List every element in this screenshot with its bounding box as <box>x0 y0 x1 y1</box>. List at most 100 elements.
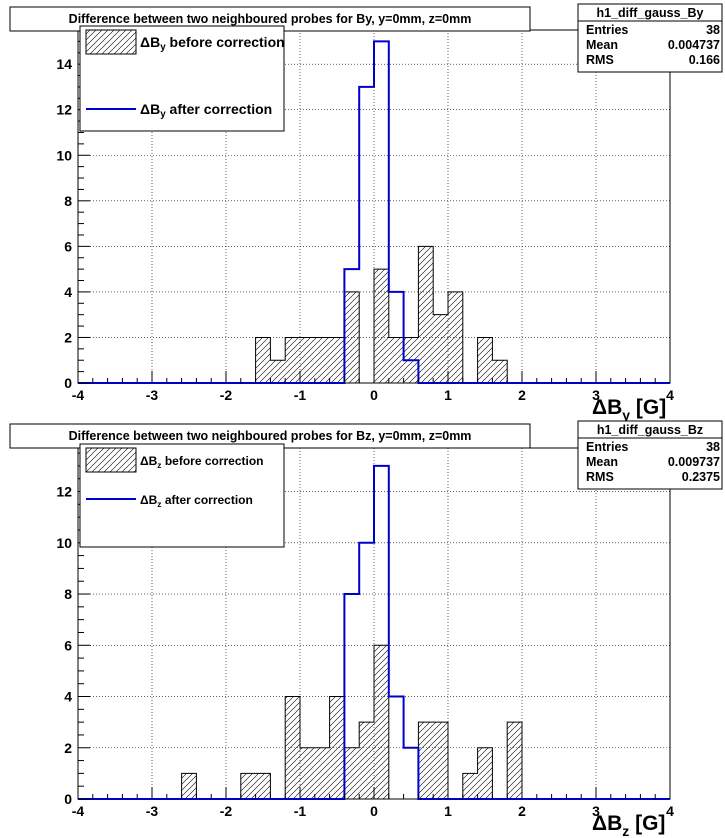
y-tick-label: 8 <box>64 193 72 209</box>
histogram-bar-before <box>285 337 300 383</box>
stats-value-entries: 38 <box>706 440 720 454</box>
x-tick-label: -2 <box>220 387 233 403</box>
stats-value-mean: 0.009737 <box>668 455 720 469</box>
stats-label-mean: Mean <box>586 455 618 469</box>
histogram-bar-before <box>300 747 315 799</box>
legend-entry-1: ΔBy before correction <box>140 34 285 53</box>
x-axis-label: ΔBy [G] <box>592 396 666 423</box>
legend-entry-2: ΔBz after correction <box>140 493 253 509</box>
legend-entry-2: ΔBy after correction <box>140 101 272 120</box>
x-tick-label: -4 <box>72 803 85 819</box>
histogram-bar-before <box>359 722 374 799</box>
legend-entry-sub: z <box>157 499 161 509</box>
axis-ticks <box>77 29 671 384</box>
legend-entry-post: after correction <box>161 493 252 507</box>
histogram-bar-before <box>329 696 345 799</box>
histogram-bar-before <box>344 291 360 383</box>
histogram-bar-before <box>492 360 508 383</box>
legend-entry-sub: y <box>160 109 166 120</box>
series-after-correction <box>78 464 670 800</box>
histogram-bar-before <box>374 269 389 383</box>
histogram-bar-before <box>433 314 448 383</box>
y-tick-label: 4 <box>64 689 72 705</box>
stats-label-rms: RMS <box>586 53 614 67</box>
stats-label-rms: RMS <box>586 470 614 484</box>
x-tick-label: 0 <box>370 803 378 819</box>
y-tick-label: 0 <box>64 375 72 391</box>
x-axis-label-main: ΔB <box>592 812 622 835</box>
x-tick-label: 1 <box>444 387 452 403</box>
x-axis-label: ΔBz [G] <box>592 812 665 838</box>
histogram-outline-before <box>78 245 670 384</box>
histogram-bar-before <box>388 337 404 383</box>
stats-box <box>577 3 723 73</box>
x-tick-label: -3 <box>146 803 159 819</box>
x-tick-label: 1 <box>444 803 452 819</box>
legend-entry-sub: z <box>157 460 161 470</box>
histogram-bar-before <box>418 246 434 383</box>
chart-title: Difference between two neighboured probe… <box>69 429 472 443</box>
x-tick-label: -3 <box>146 387 159 403</box>
histogram-bar-before <box>255 337 271 383</box>
x-tick-label: -2 <box>220 803 233 819</box>
histogram-bar-before <box>270 360 286 383</box>
stats-value-rms: 0.166 <box>689 53 720 67</box>
series-before-correction <box>78 245 670 384</box>
x-tick-label: 3 <box>592 387 600 403</box>
histogram-bar-before <box>329 337 345 383</box>
stats-label-mean: Mean <box>586 38 618 52</box>
histogram-bar-before <box>181 773 197 799</box>
x-tick-label: 0 <box>370 387 378 403</box>
y-tick-label: 10 <box>56 535 72 551</box>
histogram-bar-before <box>344 747 360 799</box>
y-tick-label: 6 <box>64 637 72 653</box>
y-tick-label: 12 <box>56 484 72 500</box>
legend-entry-pre: ΔB <box>140 493 158 507</box>
stats-value-rms: 0.2375 <box>682 470 720 484</box>
histogram-bar-before <box>418 722 434 799</box>
stats-label-entries: Entries <box>586 23 628 37</box>
histogram-bar-before <box>374 645 389 799</box>
x-tick-label: 4 <box>666 387 674 403</box>
x-tick-label: -4 <box>72 387 85 403</box>
histogram-bar-before <box>433 722 448 799</box>
y-tick-label: 4 <box>64 284 72 300</box>
histogram-bar-before <box>300 337 315 383</box>
x-tick-label: -1 <box>294 387 307 403</box>
histogram-bar-before <box>507 722 522 799</box>
x-tick-label: 2 <box>518 803 526 819</box>
histogram-bar-before <box>462 773 478 799</box>
series-before-correction <box>78 644 670 800</box>
histogram-bar-before <box>448 291 463 383</box>
legend-entry-post: before correction <box>166 34 285 50</box>
histogram-bar-before <box>314 747 330 799</box>
stats-label-entries: Entries <box>586 440 628 454</box>
y-tick-label: 0 <box>64 791 72 807</box>
x-axis-label-sub: y <box>622 407 630 423</box>
legend-entry-pre: ΔB <box>140 101 160 117</box>
stats-value-mean: 0.004737 <box>668 38 720 52</box>
histogram-bar-before <box>255 773 271 799</box>
y-tick-label: 14 <box>56 56 72 72</box>
y-tick-label: 6 <box>64 238 72 254</box>
legend-entry-1: ΔBz before correction <box>140 454 264 470</box>
legend-entry-sub: y <box>160 42 166 53</box>
legend-entry-pre: ΔB <box>140 454 158 468</box>
legend-entry-post: before correction <box>161 454 263 468</box>
x-axis-label-unit: [G] <box>629 812 665 835</box>
series-after-correction <box>78 40 670 384</box>
stats-box <box>577 420 723 490</box>
legend-entry-pre: ΔB <box>140 34 160 50</box>
x-tick-label: 3 <box>592 803 600 819</box>
chart-title: Difference between two neighboured probe… <box>69 12 472 26</box>
histogram-bar-before <box>285 696 300 799</box>
x-axis-label-main: ΔB <box>592 396 622 419</box>
histogram-bar-before <box>477 747 493 799</box>
legend-swatch-before <box>85 447 137 473</box>
x-axis-label-unit: [G] <box>630 396 666 419</box>
x-tick-label: 2 <box>518 387 526 403</box>
histogram-bar-before <box>240 773 256 799</box>
